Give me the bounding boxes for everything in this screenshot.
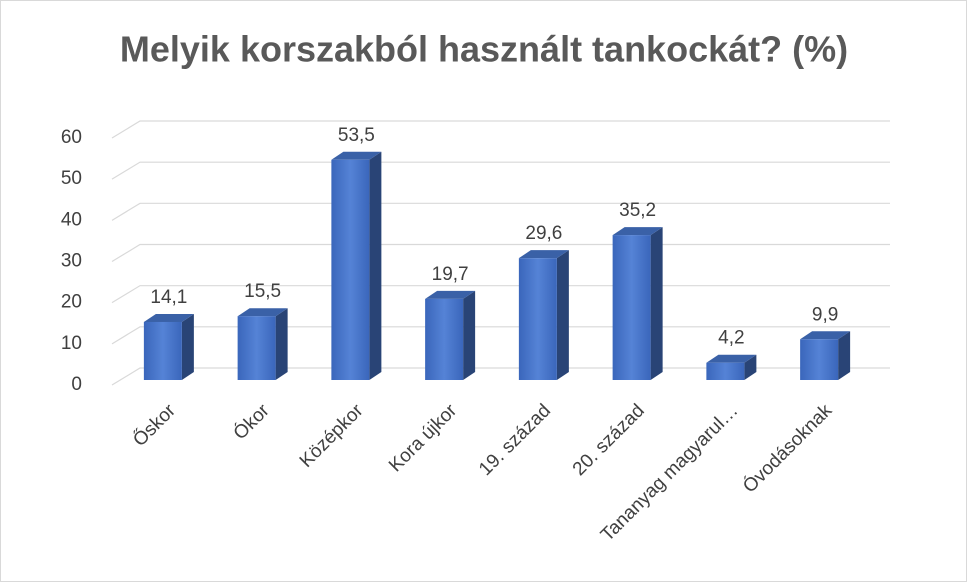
bar-top bbox=[612, 227, 663, 236]
bar-top bbox=[237, 308, 288, 317]
value-label: 53,5 bbox=[338, 125, 375, 146]
chart-title: Melyik korszakból használt tankockát? (%… bbox=[120, 29, 848, 70]
y-tick-label: 50 bbox=[61, 168, 82, 189]
bar-top bbox=[143, 313, 194, 322]
value-label: 4,2 bbox=[718, 328, 744, 349]
bar-top bbox=[331, 151, 382, 160]
y-tick-label: 30 bbox=[61, 251, 82, 272]
bar-top bbox=[800, 331, 851, 340]
bar bbox=[612, 235, 651, 380]
bar-side bbox=[369, 151, 382, 380]
value-label: 19,7 bbox=[432, 264, 469, 285]
y-tick-label: 20 bbox=[61, 292, 82, 313]
value-label: 29,6 bbox=[525, 223, 562, 244]
value-label: 14,1 bbox=[150, 287, 187, 308]
bar bbox=[331, 159, 370, 380]
bar-side bbox=[556, 250, 569, 380]
y-tick-label: 0 bbox=[71, 374, 82, 395]
bar-side bbox=[181, 313, 194, 380]
value-label: 9,9 bbox=[812, 304, 838, 325]
bar bbox=[706, 362, 745, 380]
y-tick-label: 10 bbox=[61, 333, 82, 354]
bar-top bbox=[425, 290, 476, 299]
value-label: 15,5 bbox=[244, 281, 281, 302]
bar bbox=[237, 316, 276, 380]
bar bbox=[143, 321, 182, 380]
value-label: 35,2 bbox=[619, 200, 656, 221]
grid-line bbox=[111, 161, 890, 180]
grid-line bbox=[111, 202, 890, 221]
bar-side bbox=[463, 290, 476, 380]
bar-side bbox=[838, 331, 851, 380]
grid-line bbox=[111, 120, 890, 139]
y-tick-label: 40 bbox=[61, 209, 82, 230]
bar-top bbox=[518, 250, 569, 259]
bar-side bbox=[275, 308, 288, 380]
bar-top bbox=[706, 354, 757, 363]
bar bbox=[800, 339, 839, 380]
bar bbox=[425, 298, 464, 380]
y-tick-label: 60 bbox=[61, 127, 82, 148]
bar bbox=[518, 258, 557, 380]
bar-side bbox=[650, 227, 663, 380]
bar-side bbox=[744, 354, 757, 380]
